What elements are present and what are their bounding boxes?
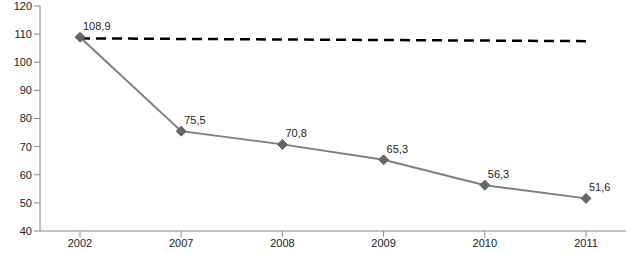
svg-text:2002: 2002: [68, 237, 92, 249]
svg-text:90: 90: [20, 84, 32, 96]
svg-text:120: 120: [14, 0, 32, 12]
svg-text:2009: 2009: [371, 237, 395, 249]
svg-text:108,9: 108,9: [83, 20, 111, 32]
svg-text:2007: 2007: [169, 237, 193, 249]
svg-text:51,6: 51,6: [589, 181, 610, 193]
svg-text:60: 60: [20, 169, 32, 181]
svg-text:70: 70: [20, 141, 32, 153]
svg-text:75,5: 75,5: [184, 114, 205, 126]
svg-text:50: 50: [20, 197, 32, 209]
svg-text:80: 80: [20, 112, 32, 124]
svg-text:70,8: 70,8: [285, 127, 306, 139]
svg-text:100: 100: [14, 56, 32, 68]
svg-text:2008: 2008: [270, 237, 294, 249]
svg-text:110: 110: [14, 28, 32, 40]
svg-text:40: 40: [20, 225, 32, 237]
svg-text:2011: 2011: [574, 237, 598, 249]
svg-text:2010: 2010: [473, 237, 497, 249]
svg-text:65,3: 65,3: [387, 143, 408, 155]
svg-text:56,3: 56,3: [488, 168, 509, 180]
